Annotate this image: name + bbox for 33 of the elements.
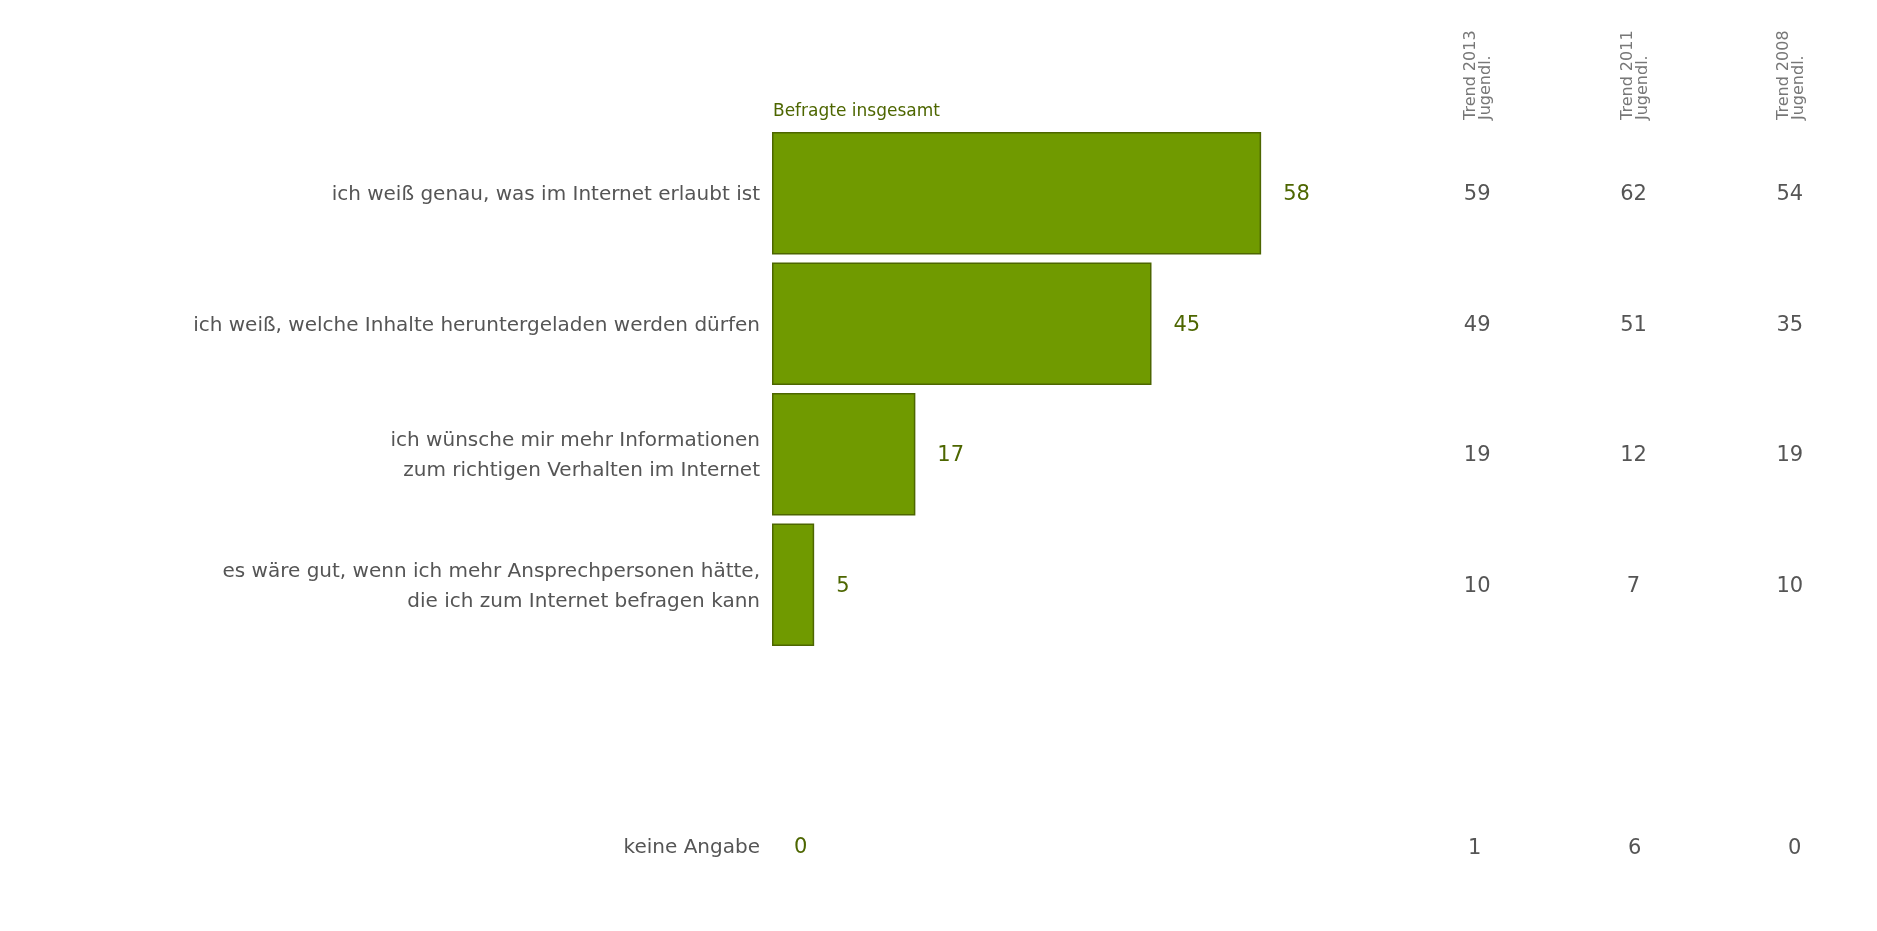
data-label: 10 bbox=[1463, 572, 1491, 597]
series-label: Befragte insgesamt bbox=[773, 99, 941, 120]
data-label: 12 bbox=[1620, 442, 1647, 467]
data-label: 19 bbox=[1776, 442, 1804, 467]
bar bbox=[772, 131, 1262, 255]
data-label: 19 bbox=[1463, 442, 1491, 467]
y-tick-label: keine Angabe bbox=[623, 833, 760, 858]
data-label: 54 bbox=[1776, 181, 1804, 206]
y-tick-label: ich weiß genau, was im Internet erlaubt ist bbox=[331, 181, 761, 206]
y-tick-label: es wäre gut, wenn ich mehr Ansprechpersonen hätte, die ich zum Internet befragen kann bbox=[222, 557, 760, 612]
x-tick-label: Trend 2013 Jugendl. bbox=[1460, 30, 1495, 121]
text: 6 bbox=[1628, 834, 1642, 858]
data-label: 58 bbox=[1283, 181, 1310, 206]
data-label: 49 bbox=[1463, 311, 1491, 336]
data-label: 17 bbox=[937, 442, 965, 467]
x-tick-label: Trend 2008 Jugendl. bbox=[1772, 30, 1807, 121]
x-tick-label: Trend 2011 Jugendl. bbox=[1616, 30, 1651, 121]
data-label: 45 bbox=[1173, 311, 1201, 336]
bar bbox=[772, 262, 1152, 386]
y-tick-label: ich wünsche mir mehr Informationen zum richtigen Verhalten im Internet bbox=[390, 427, 761, 482]
data-label: 35 bbox=[1776, 311, 1804, 336]
data-label: 59 bbox=[1463, 181, 1491, 206]
data-label: 5 bbox=[836, 572, 850, 597]
data-label: 7 bbox=[1626, 572, 1641, 597]
data-label: 10 bbox=[1776, 572, 1804, 597]
bar bbox=[772, 523, 815, 647]
data-label: 62 bbox=[1620, 181, 1647, 206]
data-label: 0 bbox=[794, 833, 808, 858]
data-label: 51 bbox=[1620, 311, 1647, 336]
text: 0 bbox=[1788, 834, 1802, 858]
bar bbox=[772, 392, 916, 516]
text: 1 bbox=[1468, 834, 1482, 858]
y-tick-label: ich weiß, welche Inhalte heruntergeladen werden dürfen bbox=[193, 311, 760, 336]
